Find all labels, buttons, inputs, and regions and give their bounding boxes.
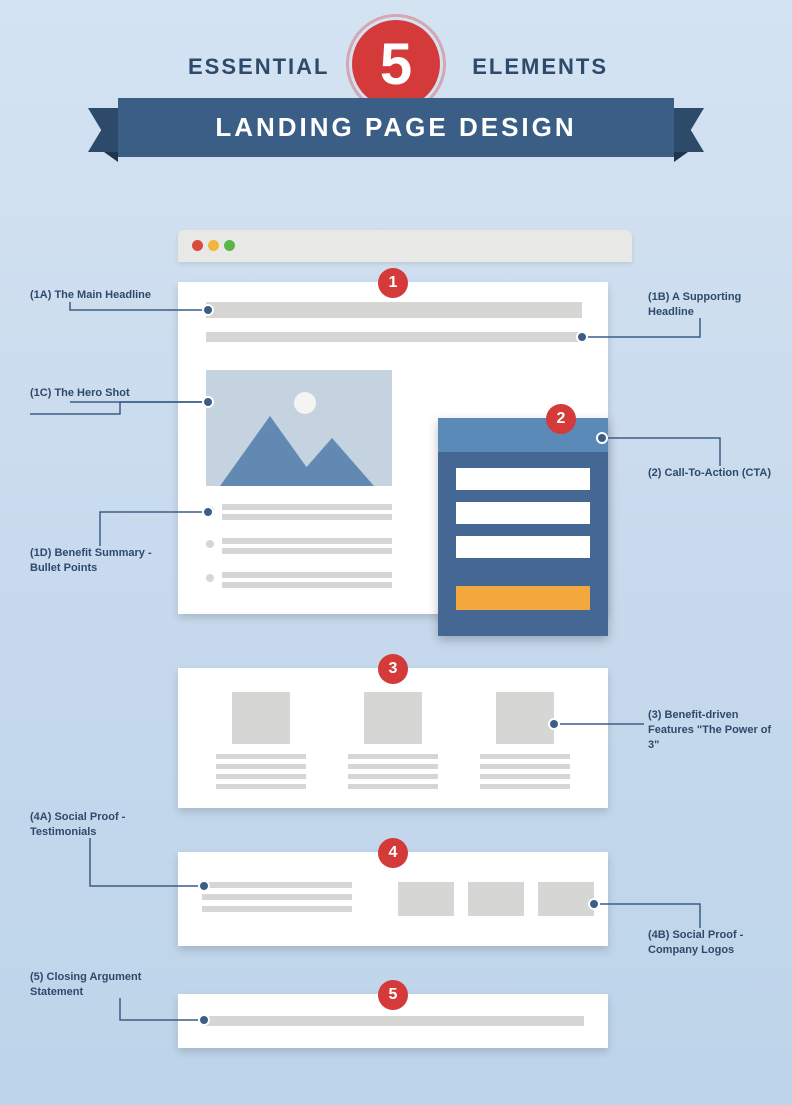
cta-field [456,536,590,558]
cta-field [456,468,590,490]
connector-dot [202,304,214,316]
browser-chrome-bar [178,230,632,262]
title-word-elements: ELEMENTS [472,54,608,80]
bullet-line [222,538,392,544]
badge-3: 3 [378,654,408,684]
bullet-line [222,548,392,554]
callout-5: (5) Closing Argument Statement [30,970,160,1000]
callout-1a: (1A) The Main Headline [30,288,151,303]
connector-dot [198,1014,210,1026]
connector-dot [198,880,210,892]
company-logo [398,882,454,916]
testimonial-line [202,882,352,888]
badge-2: 2 [546,404,576,434]
connector-dot [548,718,560,730]
cta-submit-button [456,586,590,610]
bullet-line [222,582,392,588]
connector-dot [202,506,214,518]
closing-line [202,1016,584,1026]
testimonial-line [202,894,352,900]
title-center-circle: 5 [352,20,440,108]
feature-box [496,692,554,744]
badge-4: 4 [378,838,408,868]
connector-dot [596,432,608,444]
bullet-line [222,504,392,510]
company-logo [538,882,594,916]
cta-header [438,418,608,452]
callout-1b: (1B) A Supporting Headline [648,290,778,320]
testimonial-line [202,906,352,912]
hero-image-placeholder [206,370,392,486]
feature-box [364,692,422,744]
callout-2: (2) Call-To-Action (CTA) [648,466,771,481]
badge-1: 1 [378,268,408,298]
infographic-canvas: ESSENTIAL 5 ELEMENTS LANDING PAGE DESIGN [0,0,792,1105]
callout-4a: (4A) Social Proof - Testimonials [30,810,160,840]
bullet-dot [206,540,214,548]
bullet-line [222,572,392,578]
header: ESSENTIAL 5 ELEMENTS LANDING PAGE DESIGN [0,20,792,90]
connector-dot [588,898,600,910]
cta-field [456,502,590,524]
bullet-dot [206,574,214,582]
bullet-line [222,514,392,520]
window-dot-max [224,240,235,251]
panel-3 [178,668,608,808]
hero-sun-icon [294,392,316,414]
company-logo [468,882,524,916]
main-headline-placeholder [206,302,582,318]
callout-1d: (1D) Benefit Summary - Bullet Points [30,546,160,576]
callout-4b: (4B) Social Proof - Company Logos [648,928,778,958]
callout-1c: (1C) The Hero Shot [30,386,130,401]
feature-box [232,692,290,744]
connector-dot [202,396,214,408]
window-dot-close [192,240,203,251]
title-word-essential: ESSENTIAL [188,54,329,80]
ribbon-text: LANDING PAGE DESIGN [215,112,576,142]
supporting-headline-placeholder [206,332,582,342]
cta-form [438,418,608,636]
callout-3: (3) Benefit-driven Features "The Power o… [648,708,778,753]
connector-dot [576,331,588,343]
title-center-number: 5 [380,31,412,98]
title-ribbon: LANDING PAGE DESIGN [118,98,674,157]
badge-5: 5 [378,980,408,1010]
window-dot-min [208,240,219,251]
